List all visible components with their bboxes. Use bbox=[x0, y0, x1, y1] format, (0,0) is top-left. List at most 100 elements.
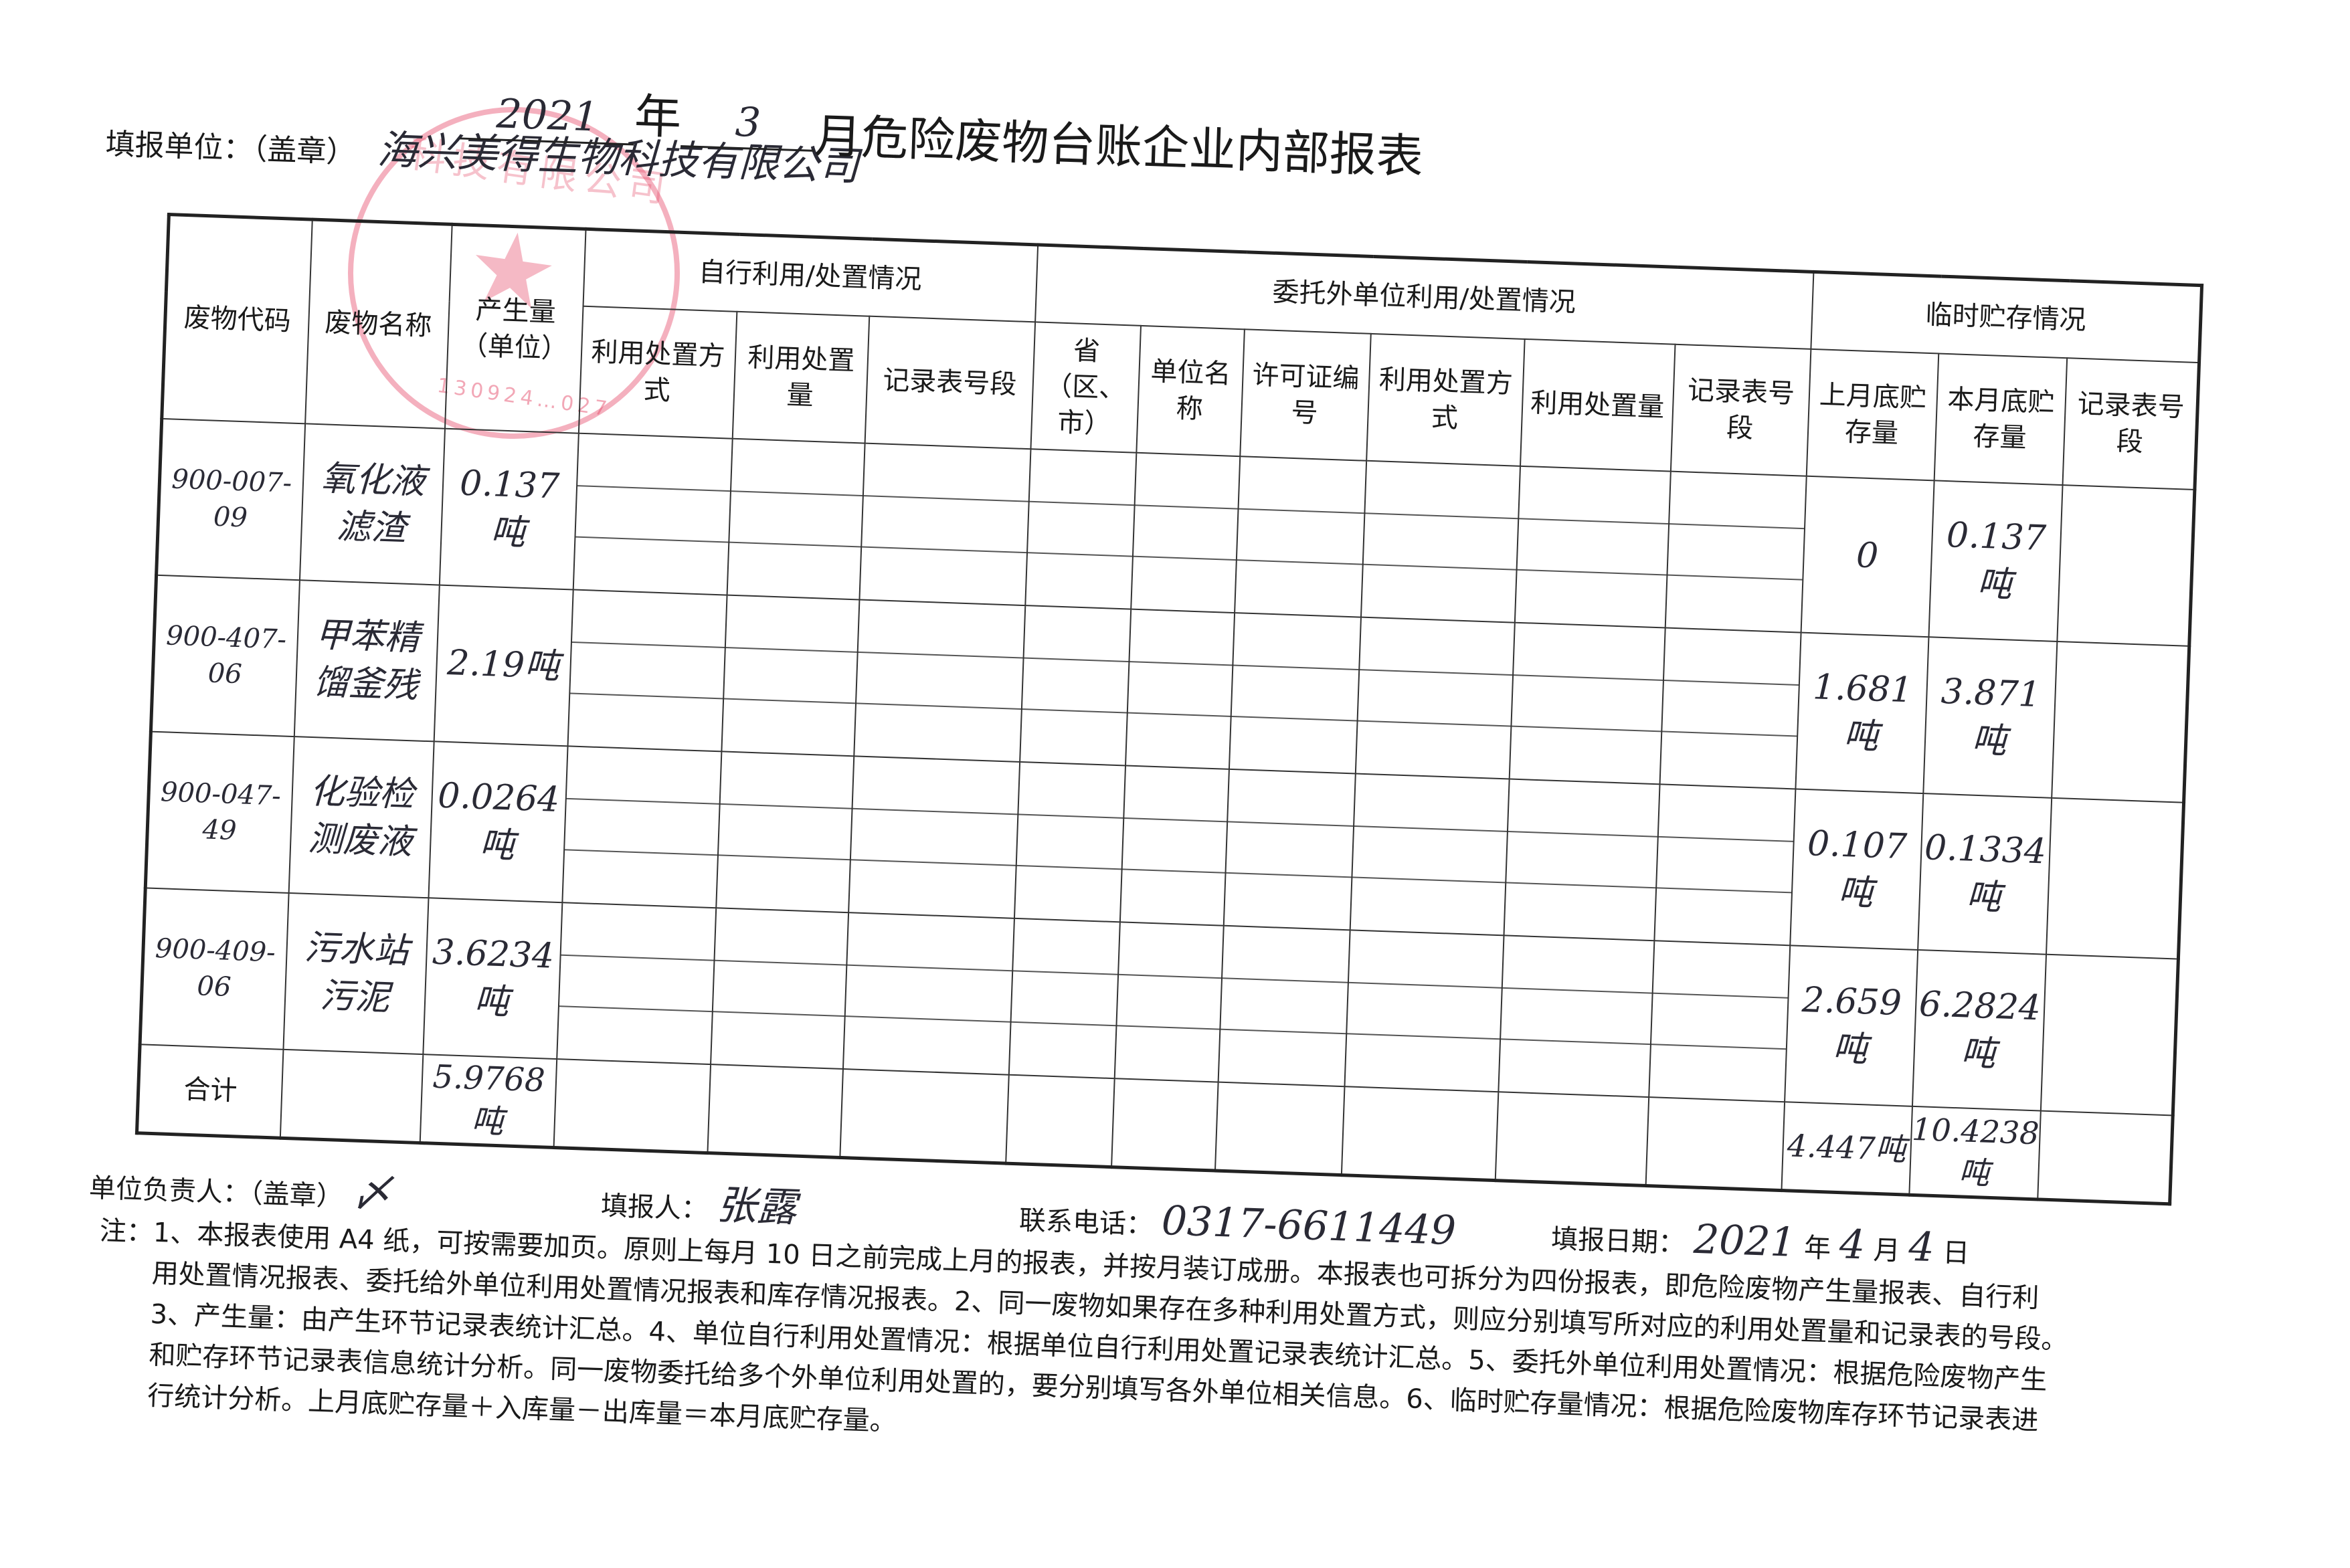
subheader-store-0: 上月底贮存量 bbox=[1806, 349, 1938, 480]
table-cell bbox=[1659, 627, 1801, 789]
total-label: 合计 bbox=[137, 1044, 283, 1139]
header-amount: 产生量（单位） bbox=[444, 224, 586, 433]
table-cell bbox=[556, 902, 716, 1064]
date-day: 4 bbox=[1908, 1223, 1936, 1272]
cell-amount: 0.137吨 bbox=[459, 463, 561, 553]
header-code: 废物代码 bbox=[161, 214, 312, 423]
cell-name: 氧化液滤渣 bbox=[320, 458, 426, 549]
table-cell bbox=[1360, 460, 1520, 623]
cell-amount: 0.0264吨 bbox=[437, 775, 561, 866]
table-cell bbox=[1498, 935, 1654, 1097]
table-cell bbox=[1653, 783, 1795, 945]
table-cell: 900-007-09 bbox=[156, 418, 305, 580]
table-cell bbox=[2046, 797, 2184, 959]
cell-last-month: 1.681吨 bbox=[1812, 667, 1914, 757]
table-cell bbox=[1665, 471, 1807, 633]
year-char: 年 bbox=[1803, 1232, 1831, 1264]
table-cell: 3.871吨 bbox=[1922, 636, 2058, 798]
table-cell bbox=[842, 912, 1014, 1075]
table-cell bbox=[1504, 778, 1660, 941]
table-cell: 0 bbox=[1801, 476, 1934, 637]
table-cell bbox=[2051, 641, 2189, 803]
cell-this-month: 0.1334吨 bbox=[1924, 827, 2047, 918]
table-cell: 化验检测废液 bbox=[288, 736, 434, 898]
table-cell bbox=[727, 438, 865, 599]
table-cell bbox=[1008, 918, 1120, 1078]
cell-code: 900-407-06 bbox=[165, 619, 287, 690]
table-cell: 污水站污泥 bbox=[282, 892, 429, 1054]
table-cell bbox=[2040, 954, 2179, 1115]
cell-this-month: 3.871吨 bbox=[1940, 672, 2042, 761]
header-name: 废物名称 bbox=[304, 219, 452, 429]
table-cell bbox=[561, 745, 721, 908]
report-month: 3 bbox=[734, 98, 762, 147]
table-cell: 甲苯精馏釜残 bbox=[294, 579, 440, 741]
subheader-self-2: 记录表号段 bbox=[865, 316, 1035, 449]
header-store-group: 临时贮存情况 bbox=[1810, 272, 2202, 363]
table-cell: 1.681吨 bbox=[1795, 632, 1928, 793]
table-cell bbox=[2057, 484, 2195, 646]
cell-name: 化验检测废液 bbox=[307, 771, 415, 862]
table-cell bbox=[710, 907, 848, 1069]
cell-code: 900-007-09 bbox=[171, 463, 292, 533]
report-year: 2021 bbox=[495, 90, 600, 141]
day-char: 日 bbox=[1942, 1237, 1971, 1270]
table-cell: 3.6234吨 bbox=[422, 897, 562, 1059]
table-cell: 0.1334吨 bbox=[1917, 793, 2052, 955]
cell-name: 甲苯精馏釜残 bbox=[312, 615, 421, 706]
table-cell bbox=[573, 433, 733, 595]
page-title: 月危险废物台账企业内部报表 bbox=[813, 108, 1425, 185]
table-cell bbox=[1019, 605, 1131, 765]
subheader-ext-0: 省（区、市） bbox=[1030, 321, 1141, 453]
date-month: 4 bbox=[1838, 1221, 1866, 1269]
table-cell: 2.19吨 bbox=[434, 585, 573, 746]
cell-this-month: 0.137吨 bbox=[1945, 515, 2047, 605]
table-cell bbox=[1350, 773, 1510, 935]
table-cell bbox=[715, 751, 854, 912]
table-cell bbox=[1234, 456, 1366, 617]
subheader-store-1: 本月底贮存量 bbox=[1934, 353, 2067, 485]
cell-last-month: 2.659吨 bbox=[1801, 980, 1902, 1070]
table-cell bbox=[1130, 452, 1240, 613]
table-cell: 2.659吨 bbox=[1784, 945, 1918, 1106]
cell-last-month: 0.107吨 bbox=[1807, 823, 1908, 914]
table-cell bbox=[858, 443, 1030, 605]
subheader-ext-3: 利用处置方 式 bbox=[1366, 333, 1525, 466]
waste-ledger-table: 废物代码 废物名称 产生量（单位） 自行利用/处置情况 委托外单位利用/处置情况… bbox=[134, 213, 2204, 1206]
table-cell bbox=[1229, 612, 1361, 773]
cell-this-month: 6.2824吨 bbox=[1918, 984, 2042, 1074]
cell-code: 900-047-49 bbox=[160, 776, 282, 846]
unit-label: 填报单位：（盖章） bbox=[104, 126, 357, 170]
table-cell bbox=[1125, 609, 1235, 769]
table-cell bbox=[1218, 925, 1350, 1086]
cell-code: 900-409-06 bbox=[155, 933, 276, 1003]
phone-label: 联系电话： bbox=[1018, 1205, 1154, 1241]
total-this-month: 10.4238吨 bbox=[1911, 1111, 2040, 1192]
date-label: 填报日期： bbox=[1550, 1223, 1686, 1260]
total-last-month: 4.447吨 bbox=[1787, 1127, 1907, 1168]
table-cell: 6.2824吨 bbox=[1912, 949, 2046, 1111]
table-cell bbox=[1344, 929, 1504, 1092]
table-cell bbox=[1014, 761, 1125, 922]
table-cell: 900-407-06 bbox=[151, 575, 300, 737]
year-label: 年 bbox=[633, 88, 683, 145]
table-cell: 0.107吨 bbox=[1789, 788, 1923, 950]
total-amount: 5.9768吨 bbox=[432, 1058, 546, 1141]
table-cell bbox=[1355, 617, 1515, 779]
table-cell: 0.0264吨 bbox=[428, 741, 568, 902]
table-cell bbox=[853, 599, 1025, 762]
table-cell bbox=[721, 595, 859, 756]
table-cell bbox=[1509, 622, 1665, 784]
subheader-ext-4: 利用处置量 bbox=[1520, 338, 1676, 472]
table-cell bbox=[567, 589, 727, 751]
phone-number: 0317-6611449 bbox=[1160, 1197, 1457, 1255]
subheader-self-0: 利用处置方 式 bbox=[578, 306, 737, 439]
subheader-self-1: 利用处置量 bbox=[732, 311, 869, 444]
cell-amount: 2.19吨 bbox=[446, 643, 561, 688]
subheader-ext-5: 记录表号 段 bbox=[1670, 344, 1811, 476]
cell-name: 污水站污泥 bbox=[303, 928, 410, 1018]
subheader-ext-1: 单位名称 bbox=[1136, 325, 1245, 456]
table-cell: 氧化液滤渣 bbox=[299, 423, 445, 585]
table-cell bbox=[1024, 448, 1136, 609]
head-signature: 〆 bbox=[351, 1169, 393, 1217]
